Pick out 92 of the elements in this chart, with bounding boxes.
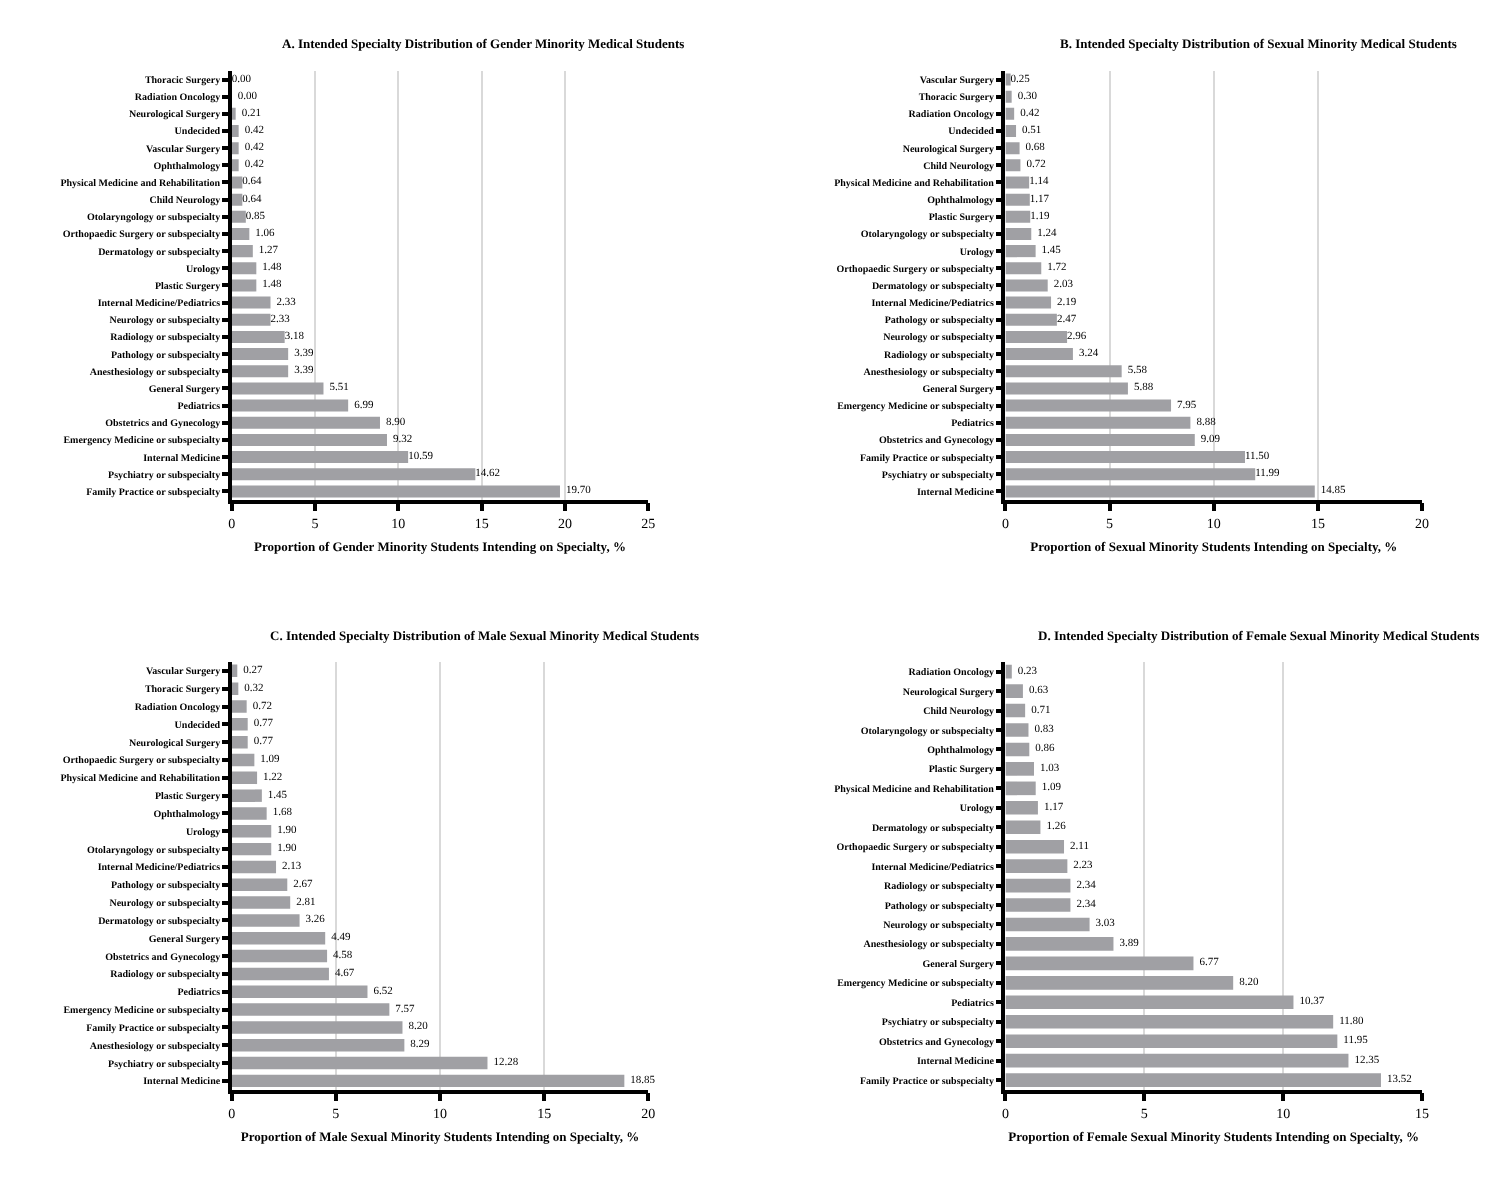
- bar: [1005, 762, 1035, 776]
- bar: [231, 142, 239, 155]
- bar: [1005, 1053, 1349, 1068]
- bar: [1005, 684, 1023, 698]
- bar: [1005, 313, 1057, 326]
- bar: [231, 365, 289, 378]
- bar: [231, 313, 271, 326]
- bar: [1005, 433, 1195, 446]
- bar: [1005, 365, 1122, 378]
- bar: [231, 1056, 488, 1070]
- bar: [1005, 227, 1032, 240]
- bar: [1005, 1073, 1381, 1087]
- bar: [1005, 937, 1114, 951]
- bar: [1005, 781, 1036, 796]
- bar: [231, 262, 257, 275]
- bar: [231, 932, 326, 945]
- bar: [1005, 898, 1071, 912]
- bar: [231, 735, 248, 749]
- bar: [231, 718, 248, 731]
- bar: [1005, 210, 1031, 223]
- bar: [231, 914, 300, 927]
- bar: [231, 700, 247, 713]
- bar: [1005, 1014, 1334, 1029]
- bar: [231, 485, 560, 498]
- bar: [231, 860, 277, 874]
- bar: [231, 416, 380, 429]
- bar: [1005, 1034, 1338, 1048]
- bar: [1005, 976, 1234, 990]
- bar: [231, 193, 243, 206]
- bar: [1005, 73, 1011, 86]
- bar: [231, 468, 476, 481]
- bar: [231, 842, 272, 856]
- bar: [1005, 703, 1026, 718]
- bar: [231, 451, 409, 464]
- bar: [231, 382, 324, 395]
- bar: [1005, 193, 1030, 206]
- bar: [1005, 330, 1068, 343]
- bar: [231, 279, 257, 292]
- bar: [231, 985, 368, 998]
- bar: [231, 1021, 403, 1034]
- bar: [231, 896, 291, 909]
- bar: [1005, 917, 1090, 932]
- bar: [231, 159, 239, 172]
- bar: [1005, 956, 1194, 971]
- bar: [231, 330, 285, 343]
- bar: [1005, 800, 1038, 815]
- bar: [1005, 382, 1128, 395]
- bar: [1005, 820, 1041, 835]
- bar: [231, 1039, 405, 1052]
- bar: [231, 753, 255, 767]
- bar: [231, 348, 289, 361]
- bar: [1005, 142, 1020, 155]
- bar: [231, 124, 239, 137]
- bar: [231, 227, 250, 240]
- bar: [231, 399, 349, 412]
- bar: [1005, 839, 1065, 854]
- bar: [1005, 664, 1012, 679]
- bar: [1005, 399, 1172, 412]
- bar: [1005, 296, 1052, 309]
- bar: [231, 296, 271, 309]
- bar: [1005, 416, 1191, 429]
- bar: [231, 789, 262, 802]
- bar: [231, 878, 288, 892]
- bar: [1005, 995, 1294, 1010]
- bar: [1005, 262, 1042, 275]
- bar: [231, 807, 267, 820]
- bar: [231, 210, 246, 223]
- bar: [231, 682, 239, 695]
- bar: [231, 825, 272, 838]
- bar: [1005, 176, 1030, 189]
- bar: [1005, 742, 1030, 757]
- bar: [1005, 859, 1068, 873]
- bar: [231, 1003, 390, 1016]
- bar: [231, 433, 387, 446]
- bar: [231, 245, 253, 258]
- bar: [231, 949, 328, 963]
- bar: [1005, 90, 1012, 103]
- bar: [231, 967, 329, 981]
- bar: [1005, 159, 1021, 172]
- bar: [1005, 723, 1029, 737]
- bar: [1005, 107, 1015, 120]
- bar: [1005, 279, 1048, 292]
- bar: [1005, 348, 1073, 361]
- bar: [231, 771, 258, 785]
- bar: [231, 176, 243, 189]
- bar: [1005, 245, 1036, 258]
- bar: [1005, 124, 1017, 137]
- bar: [231, 1074, 625, 1088]
- bar: [1005, 451, 1245, 464]
- bar: [1005, 468, 1256, 481]
- bar: [1005, 485, 1315, 498]
- bar: [1005, 878, 1071, 893]
